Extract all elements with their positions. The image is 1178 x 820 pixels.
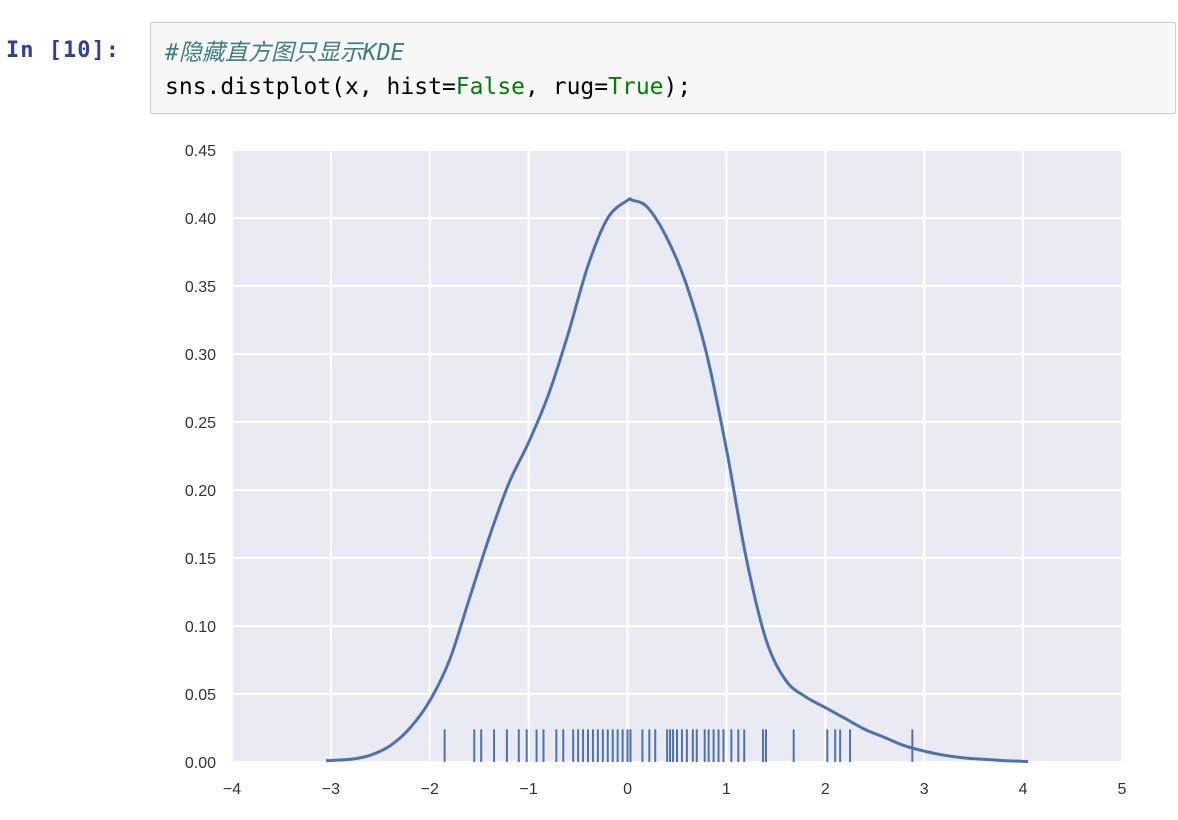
code-hist-value: False — [455, 74, 526, 100]
code-comment: #隐藏直方图只显示KDE — [165, 40, 405, 66]
kde-curve — [325, 197, 1029, 764]
y-tick-label: 0.15 — [185, 551, 216, 568]
y-tick-label: 0.10 — [185, 619, 216, 636]
y-tick-label: 0.45 — [185, 143, 216, 160]
x-tick-label: 5 — [1118, 781, 1127, 798]
y-tick-label: 0.40 — [185, 211, 216, 228]
x-tick-label: −4 — [223, 781, 241, 798]
x-tick-label: 0 — [623, 781, 632, 798]
x-tick-label: 3 — [920, 781, 929, 798]
code-call-prefix: sns.distplot(x, hist= — [165, 74, 456, 100]
y-tick-label: 0.05 — [185, 687, 216, 704]
code-call-suffix: ); — [663, 74, 692, 100]
plot-background — [232, 150, 1122, 762]
x-tick-label: −3 — [322, 781, 340, 798]
x-tick-label: −2 — [421, 781, 439, 798]
code-call-mid: , rug= — [525, 74, 609, 100]
code-line-distplot: sns.distplot(x, hist=False, rug=True); — [165, 70, 1175, 104]
x-tick-label: 1 — [722, 781, 731, 798]
code-rug-value: True — [608, 74, 664, 100]
cell-output: −4 −3 −2 −1 0 1 2 3 4 5 0.00 0.05 0.10 0.15 0.20 0.25 0.… — [150, 130, 1150, 810]
x-tick-label: 4 — [1019, 781, 1028, 798]
x-tick-label: 2 — [821, 781, 830, 798]
y-tick-label: 0.00 — [185, 755, 216, 772]
x-tick-label: −1 — [520, 781, 538, 798]
y-tick-label: 0.35 — [185, 279, 216, 296]
y-tick-label: 0.25 — [185, 415, 216, 432]
code-cell-input[interactable]: #隐藏直方图只显示KDE sns.distplot(x, hist=False,… — [150, 22, 1176, 114]
kde-rug-chart: −4 −3 −2 −1 0 1 2 3 4 5 0.00 0.05 0.10 0.15 0.20 0.25 0.… — [185, 143, 1127, 798]
y-tick-label: 0.30 — [185, 347, 216, 364]
y-tick-label: 0.20 — [185, 483, 216, 500]
cell-prompt: In [10]: — [6, 38, 120, 63]
